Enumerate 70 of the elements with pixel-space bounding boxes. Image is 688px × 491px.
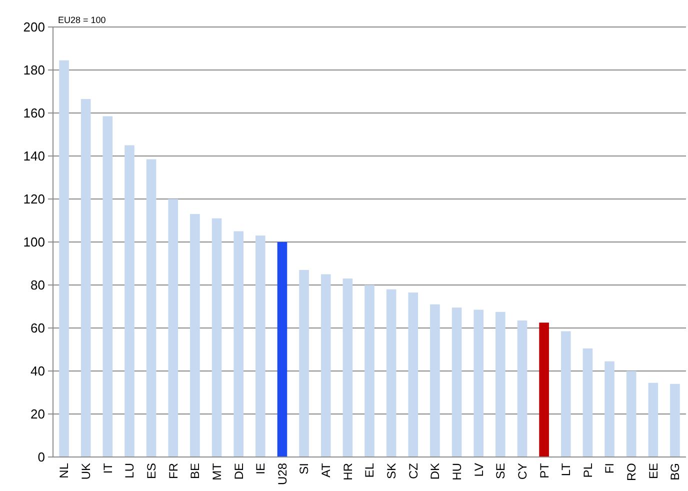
bar — [212, 218, 222, 457]
x-tick-label: SK — [384, 463, 399, 480]
x-tick-label: DE — [232, 463, 246, 480]
y-tick-label: 180 — [23, 62, 45, 78]
x-tick-label: CY — [515, 463, 530, 480]
bar — [190, 214, 200, 457]
y-tick-label: 100 — [23, 234, 45, 250]
x-tick-label: PL — [580, 462, 595, 478]
x-tick-label: BE — [188, 463, 202, 480]
y-tick-label: 200 — [23, 20, 45, 35]
bar — [430, 304, 440, 457]
bar — [124, 145, 134, 457]
x-tick-label: LT — [559, 462, 574, 476]
bar — [386, 289, 396, 457]
x-tick-label: EE — [646, 463, 660, 480]
x-tick-label: HU — [450, 463, 464, 480]
x-tick-label: FI — [602, 463, 617, 474]
bar — [255, 236, 266, 457]
bar — [604, 361, 614, 457]
bar — [168, 199, 178, 457]
bar — [102, 116, 113, 457]
bar — [234, 231, 244, 457]
y-tick-label: 80 — [30, 278, 45, 293]
text: EU28 = 100 — [58, 15, 106, 25]
bar — [648, 382, 658, 457]
bar — [560, 331, 571, 457]
bar — [80, 99, 91, 457]
bar — [582, 348, 593, 457]
bar — [670, 384, 680, 457]
bar — [59, 60, 69, 457]
x-tick-label: IE — [254, 463, 268, 474]
x-tick-label: RO — [624, 463, 639, 481]
x-tick-label: BG — [668, 463, 682, 480]
bar — [452, 308, 462, 457]
y-tick-label: 140 — [23, 148, 45, 164]
bar — [364, 285, 374, 457]
x-tick-label: DK — [428, 463, 442, 480]
x-tick-label: SI — [297, 463, 312, 474]
x-tick-label: FR — [166, 462, 180, 479]
bar — [342, 278, 353, 457]
y-tick-label: 20 — [30, 406, 45, 422]
x-tick-label: ES — [144, 463, 158, 480]
y-tick-label: 120 — [23, 192, 45, 207]
bar — [277, 242, 288, 457]
bar — [496, 312, 506, 457]
x-tick-label: IT — [100, 462, 115, 474]
x-tick-label: SE — [494, 463, 508, 480]
x-tick-label: U28 — [275, 462, 290, 486]
y-tick-label: 0 — [38, 450, 45, 465]
x-tick-label: LV — [472, 463, 486, 477]
x-tick-label: MT — [210, 462, 224, 480]
x-tick-label: PT — [537, 462, 552, 478]
x-tick-label: EL — [362, 462, 377, 478]
x-tick-label: LU — [122, 463, 137, 478]
y-tick-label: 160 — [23, 106, 45, 121]
bar — [146, 159, 156, 457]
bar — [539, 322, 549, 457]
x-tick-label: AT — [319, 462, 334, 478]
bar — [299, 270, 309, 457]
bar — [408, 292, 418, 457]
y-tick-label: 60 — [30, 320, 45, 336]
bar — [517, 320, 528, 457]
x-tick-label: UK — [79, 463, 94, 480]
bar — [474, 310, 484, 457]
x-tick-label: CZ — [406, 463, 420, 479]
x-tick-label: NL — [57, 462, 72, 478]
x-tick-label: HR — [340, 462, 355, 480]
y-tick-label: 40 — [30, 364, 45, 379]
bar — [626, 371, 636, 457]
bar — [320, 274, 331, 457]
